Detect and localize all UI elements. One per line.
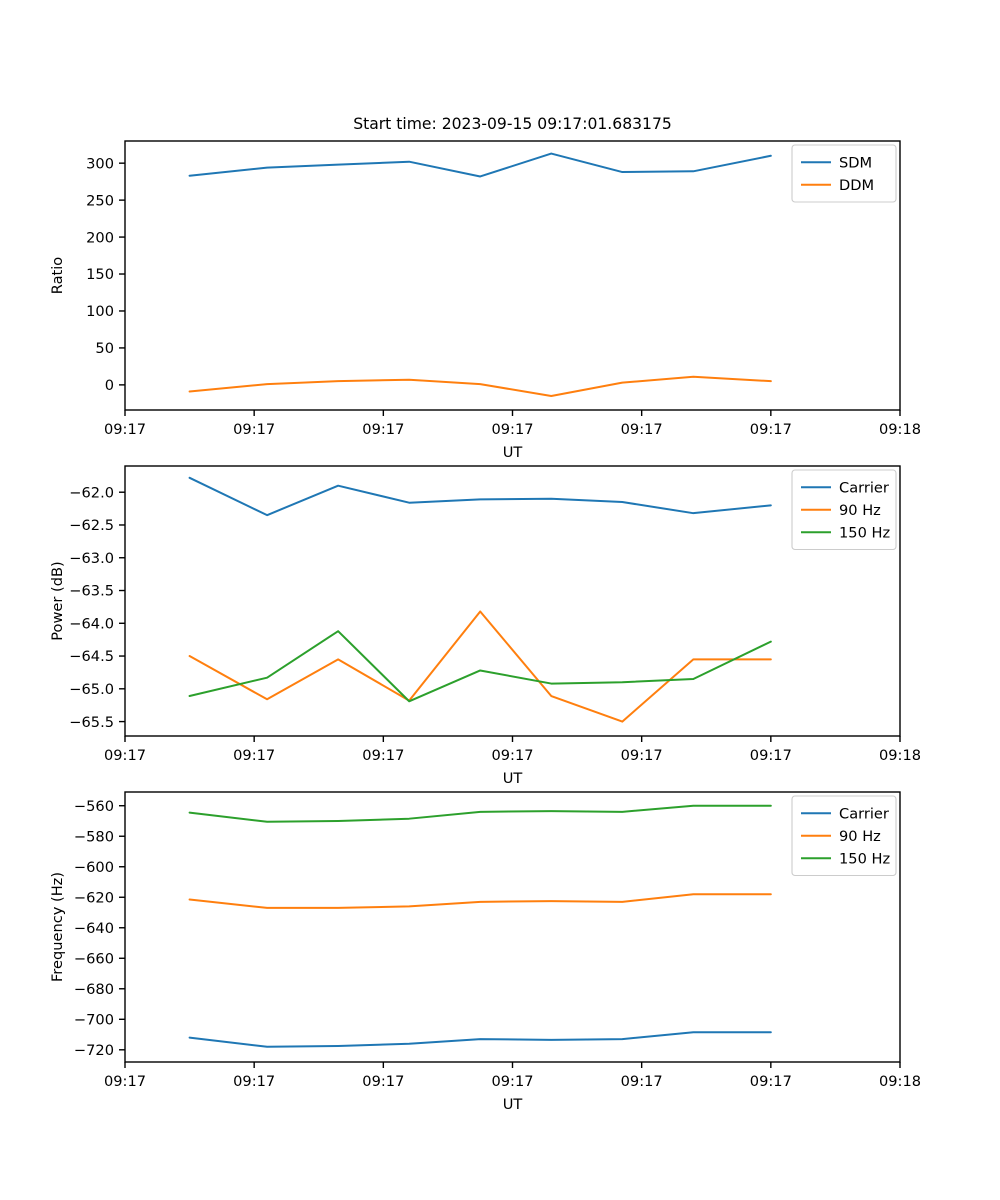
panel-ratio-xtick-label: 09:17 <box>750 421 792 438</box>
panel-frequency-legend-label-2: 150 Hz <box>839 850 890 867</box>
panel-frequency-series-150-hz <box>188 804 772 823</box>
panel-power-xtick-label: 09:17 <box>104 747 146 764</box>
panel-frequency-legend-frame <box>791 795 897 877</box>
panel-frequency-ytick-label: −720 <box>74 1042 114 1059</box>
panel-ratio-legend-label-1: DDM <box>839 177 874 194</box>
panel-power-xtick-label: 09:17 <box>362 747 404 764</box>
panel-power-xtick-label: 09:17 <box>491 747 533 764</box>
panel-ratio-xtick-label: 09:17 <box>104 421 146 438</box>
panel-frequency-xtick-label: 09:17 <box>362 1073 404 1090</box>
panel-ratio: 0 50 100 150 200 250 300 09:17 09:17 09:17 09:17 09… <box>49 115 921 461</box>
panel-frequency-xlabel: UT <box>503 1096 523 1113</box>
panel-frequency-ytick-label: −640 <box>74 920 114 937</box>
panel-power-legend-label-1: 90 Hz <box>839 502 881 519</box>
panel-ratio-ytick-label: 0 <box>105 377 114 394</box>
figure-title: Start time: 2023-09-15 09:17:01.683175 <box>353 115 672 133</box>
panel-ratio-xlabel: UT <box>503 444 523 461</box>
panel-ratio-ytick-label: 50 <box>95 340 114 357</box>
panel-power-frame <box>124 465 901 737</box>
panel-ratio-series-ddm <box>188 375 772 397</box>
panel-frequency-xtick-label: 09:17 <box>233 1073 275 1090</box>
panel-power-ytick-label: −63.5 <box>69 583 114 600</box>
panel-power-ytick-label: −64.5 <box>69 648 114 665</box>
panel-ratio-legend-label-0: SDM <box>839 154 872 171</box>
panel-frequency-ytick-label: −600 <box>74 859 114 876</box>
panel-ratio-ytick-label: 250 <box>86 192 114 209</box>
panel-power-ytick-label: −63.0 <box>69 550 114 567</box>
panel-power: −65.5 −65.0 −64.5 −64.0 −63.5 −63.0 −62.5 −62.0… <box>49 465 921 787</box>
panel-frequency-xtick-label: 09:17 <box>104 1073 146 1090</box>
panel-frequency-legend-label-1: 90 Hz <box>839 828 881 845</box>
panel-power-series-carrier <box>188 476 772 517</box>
panel-frequency-legend: Carrier 90 Hz 150 Hz <box>791 795 897 877</box>
panel-ratio-legend: SDM DDM <box>791 144 897 203</box>
panel-power-ytick-label: −64.0 <box>69 615 114 632</box>
panel-ratio-ytick-label: 200 <box>86 229 114 246</box>
panel-frequency-series-90-hz <box>188 893 772 909</box>
panel-frequency-legend-label-0: Carrier <box>839 805 889 822</box>
panel-power-ytick-label: −62.0 <box>69 484 114 501</box>
panel-ratio-ylabel: Ratio <box>49 257 66 295</box>
panel-ratio-xtick-label: 09:17 <box>233 421 275 438</box>
panel-frequency-ytick-label: −580 <box>74 828 114 845</box>
panel-power-xtick-label: 09:17 <box>750 747 792 764</box>
panel-frequency-xtick-label: 09:17 <box>621 1073 663 1090</box>
panel-frequency-xtick-label: 09:18 <box>879 1073 921 1090</box>
panel-ratio-legend-frame <box>791 144 897 203</box>
panel-power-xtick-label: 09:17 <box>621 747 663 764</box>
panel-power-legend-label-2: 150 Hz <box>839 524 890 541</box>
panel-power-legend-frame <box>791 469 897 551</box>
panel-frequency-frame <box>124 791 901 1063</box>
panel-frequency-ytick-label: −700 <box>74 1011 114 1028</box>
panel-power-ytick-label: −65.5 <box>69 714 114 731</box>
panel-ratio-xtick-label: 09:17 <box>362 421 404 438</box>
panel-frequency-series-carrier <box>188 1031 772 1048</box>
panel-frequency-xtick-label: 09:17 <box>491 1073 533 1090</box>
panel-frequency-ytick-label: −660 <box>74 950 114 967</box>
panel-frequency-ylabel: Frequency (Hz) <box>49 872 66 982</box>
panel-power-legend: Carrier 90 Hz 150 Hz <box>791 469 897 551</box>
panel-frequency-ytick-label: −620 <box>74 889 114 906</box>
panel-power-ytick-label: −65.0 <box>69 681 114 698</box>
panel-power-ylabel: Power (dB) <box>49 561 66 640</box>
panel-power-xtick-label: 09:18 <box>879 747 921 764</box>
panel-frequency-ytick-label: −680 <box>74 981 114 998</box>
panel-power-series-150-hz <box>188 630 772 703</box>
panel-ratio-ytick-label: 100 <box>86 303 114 320</box>
panel-frequency-ytick-label: −560 <box>74 798 114 815</box>
panel-ratio-xtick-label: 09:18 <box>879 421 921 438</box>
panel-frequency: −720 −700 −680 −660 −640 −620 −600 −580 −560 09:1… <box>49 791 921 1113</box>
panel-power-ytick-label: −62.5 <box>69 517 114 534</box>
panel-power-series-90-hz <box>188 610 772 723</box>
panel-power-xlabel: UT <box>503 770 523 787</box>
panel-power-legend-label-0: Carrier <box>839 479 889 496</box>
panel-frequency-xtick-label: 09:17 <box>750 1073 792 1090</box>
panel-power-xtick-label: 09:17 <box>233 747 275 764</box>
panel-ratio-frame <box>124 140 901 411</box>
panel-ratio-series-sdm <box>188 152 772 178</box>
panel-ratio-xtick-label: 09:17 <box>491 421 533 438</box>
panel-ratio-ytick-label: 300 <box>86 155 114 172</box>
panel-ratio-xtick-label: 09:17 <box>621 421 663 438</box>
panel-ratio-ytick-label: 150 <box>86 266 114 283</box>
